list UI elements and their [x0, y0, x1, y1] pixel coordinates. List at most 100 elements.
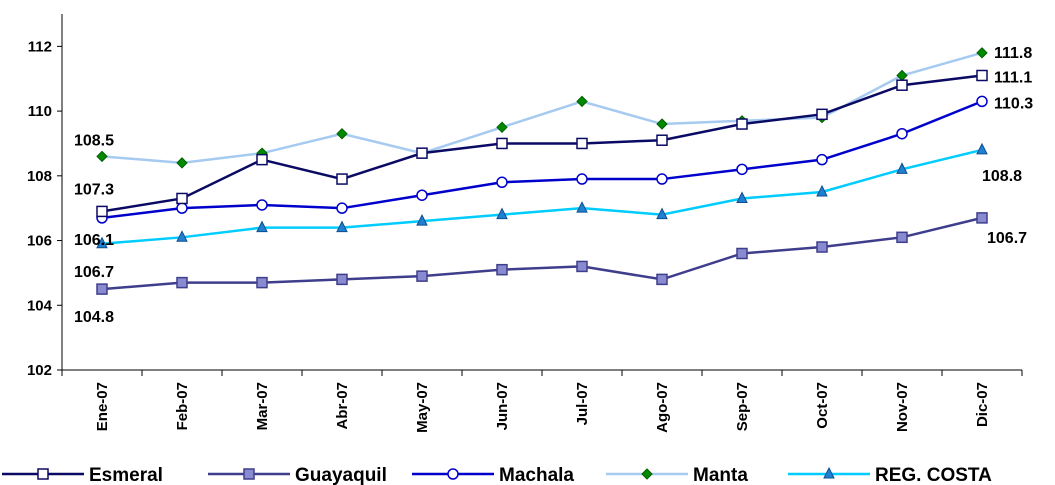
data-point	[896, 231, 908, 244]
x-tick-label: Mar-07	[254, 382, 271, 430]
data-point	[256, 199, 268, 211]
data-point	[656, 207, 668, 220]
data-point	[336, 273, 348, 286]
data-point	[176, 230, 188, 242]
data-point	[976, 95, 988, 108]
legend-marker	[243, 468, 255, 480]
legend-label: Machala	[499, 465, 574, 485]
data-point	[416, 214, 428, 226]
x-tick-label: Sep-07	[734, 382, 751, 431]
data-point	[576, 201, 588, 213]
data-point	[576, 260, 588, 273]
x-tick-label: Dic-07	[974, 382, 991, 427]
y-tick-label: 108	[27, 168, 52, 185]
data-point	[176, 202, 188, 214]
data-point	[896, 69, 908, 82]
data-point	[96, 150, 108, 163]
data-point	[96, 236, 108, 249]
legend-marker	[641, 468, 653, 480]
data-point	[816, 108, 828, 121]
y-tick-label: 102	[27, 362, 52, 379]
x-tick-label: Oct-07	[814, 382, 831, 429]
data-point	[816, 184, 828, 197]
data-label: 107.3	[74, 181, 114, 198]
legend-item: Guayaquil	[208, 465, 387, 485]
data-point	[896, 127, 908, 140]
series-machala	[96, 95, 988, 224]
series-reg-costa	[96, 142, 988, 249]
data-point	[256, 153, 268, 166]
data-point	[736, 118, 748, 130]
data-point	[256, 276, 268, 289]
x-tick-label: Feb-07	[174, 382, 191, 430]
data-point	[496, 137, 508, 150]
legend-marker	[37, 468, 49, 480]
data-point	[736, 247, 748, 260]
x-tick-label: Jul-07	[574, 382, 591, 425]
data-label: 106.1	[74, 232, 114, 249]
legend-label: Guayaquil	[295, 465, 387, 485]
x-tick-label: Ene-07	[94, 382, 111, 431]
data-label: 106.7	[74, 264, 114, 281]
data-point	[816, 153, 828, 166]
data-label: 111.8	[994, 45, 1032, 62]
data-point	[416, 270, 428, 282]
data-point	[416, 147, 428, 159]
legend-marker	[447, 468, 459, 480]
x-tick-label: May-07	[414, 382, 431, 433]
legend-item: Esmeral	[2, 465, 163, 485]
data-point	[496, 207, 508, 220]
data-point	[896, 162, 908, 174]
data-point	[736, 163, 748, 176]
legend-label: Esmeral	[89, 465, 163, 485]
legend-item: Manta	[606, 465, 748, 485]
series-line	[101, 216, 983, 291]
data-point	[176, 276, 188, 289]
series-guayaquil	[96, 212, 988, 295]
data-label: 111.1	[994, 69, 1032, 86]
data-point	[416, 189, 428, 201]
data-label: 110.3	[994, 95, 1033, 112]
data-point	[496, 121, 508, 133]
data-point	[576, 95, 588, 108]
data-point	[336, 173, 348, 185]
data-point	[896, 79, 908, 91]
y-tick-label: 104	[27, 297, 53, 314]
x-tick-label: Nov-07	[894, 382, 911, 432]
data-point	[976, 142, 988, 155]
series-line	[101, 74, 983, 213]
legend-label: REG. COSTA	[875, 465, 992, 485]
x-tick-label: Jun-07	[494, 382, 511, 430]
data-point	[816, 241, 828, 253]
data-point	[496, 176, 508, 189]
data-label: 106.7	[987, 230, 1027, 247]
legend-item: Machala	[412, 465, 574, 485]
data-label: 108.8	[982, 168, 1022, 185]
data-point	[176, 157, 188, 169]
legend-item: REG. COSTA	[788, 465, 992, 485]
data-label: 104.8	[74, 309, 114, 326]
legend: Esmeral Guayaquil Machala Manta REG. COSTA	[2, 465, 992, 485]
legend-label: Manta	[693, 465, 748, 485]
legend-marker	[823, 466, 835, 479]
series-layer	[96, 47, 988, 295]
x-tick-label: Abr-07	[334, 382, 351, 430]
data-point	[656, 118, 668, 130]
x-tick-label: Ago-07	[654, 382, 671, 433]
series-line	[101, 100, 983, 220]
data-point	[656, 273, 668, 286]
series-esmeral	[96, 69, 988, 218]
data-point	[576, 173, 588, 185]
data-point	[336, 202, 348, 214]
data-labels: 108.5 107.3 106.1 106.7 104.8 111.8 111.1 110.3…	[74, 45, 1033, 326]
data-point	[256, 220, 268, 233]
data-point	[336, 220, 348, 233]
data-point	[96, 205, 108, 218]
data-point	[496, 263, 508, 276]
data-point	[976, 47, 988, 59]
data-point	[736, 191, 748, 203]
data-point	[656, 173, 668, 185]
data-point	[976, 212, 988, 224]
y-tick-label: 112	[28, 38, 52, 55]
